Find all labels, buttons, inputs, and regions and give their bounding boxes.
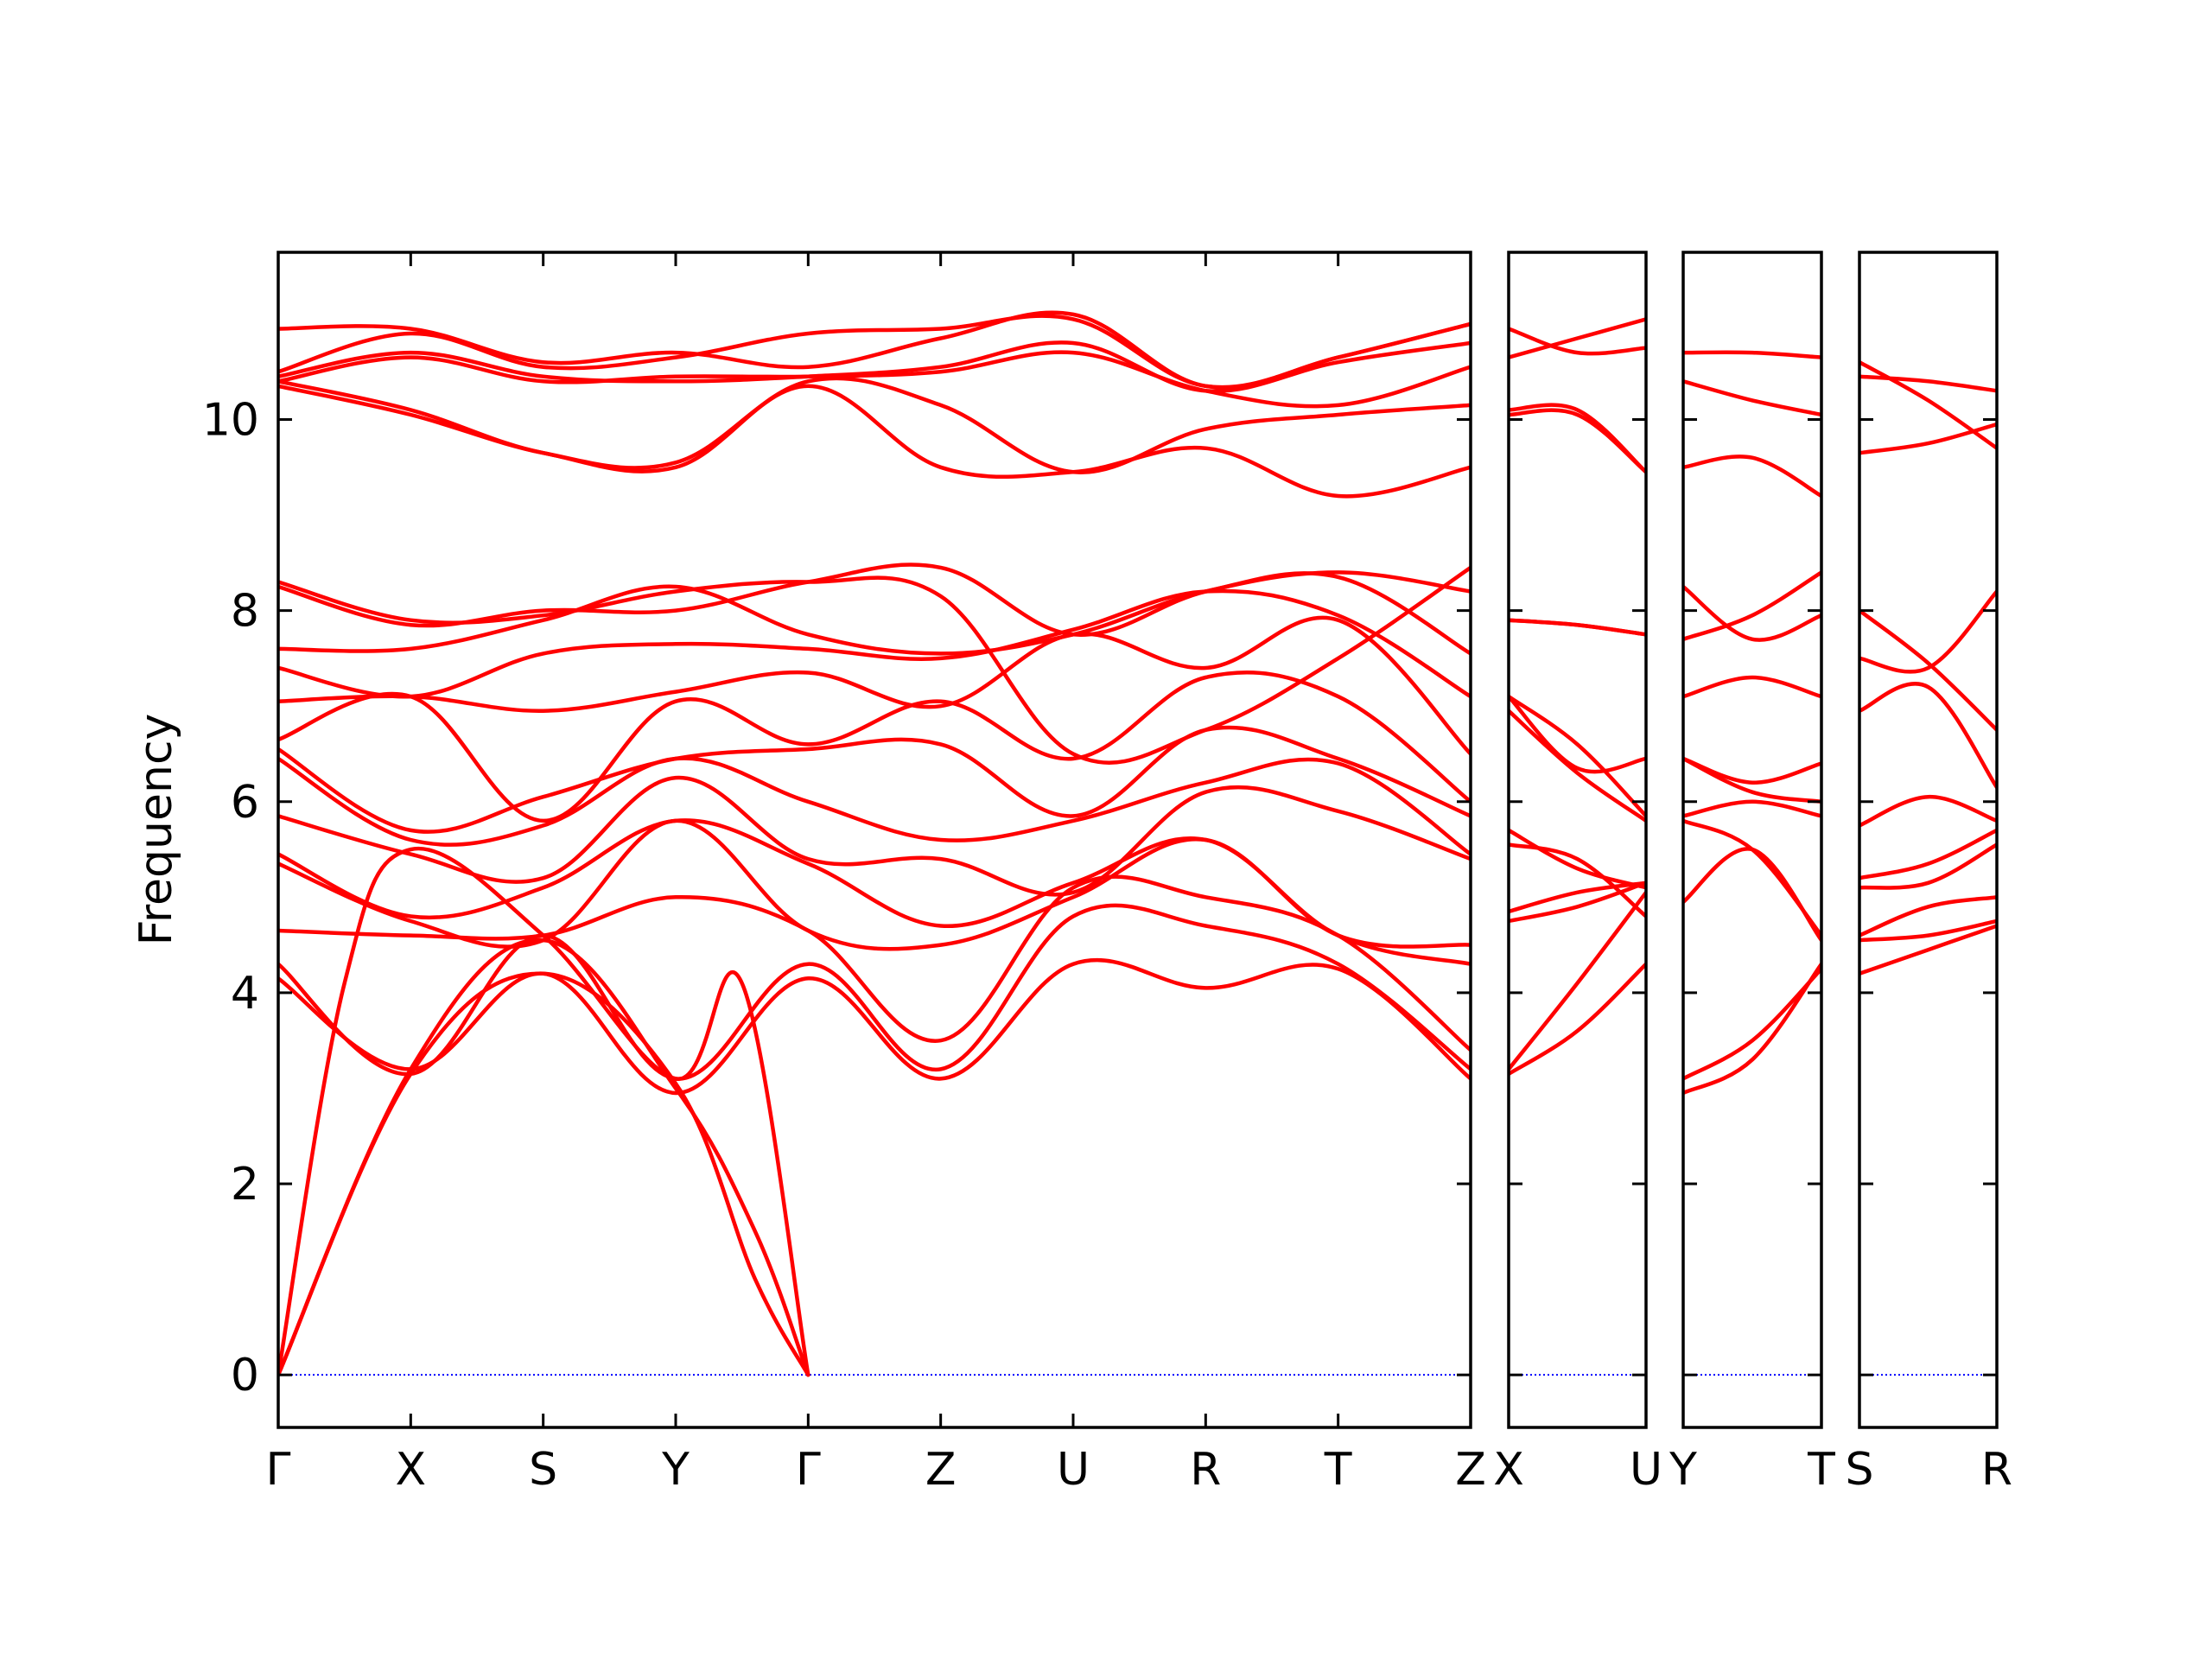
x-tick-label: Z (1455, 1444, 1486, 1496)
y-axis-label: Frequency (130, 714, 182, 946)
phonon-band-3-13 (1683, 350, 1821, 359)
band-group (278, 310, 1471, 1377)
x-tick-label: S (1845, 1444, 1873, 1496)
x-tick-label: T (1807, 1444, 1835, 1496)
phonon-band-1-3 (278, 846, 810, 1377)
phonon-band-2-14 (1509, 317, 1646, 359)
phonon-band-1-16 (278, 563, 1471, 637)
phonon-band-1-11 (278, 725, 1471, 834)
phonon-band-1-4 (278, 957, 1471, 1096)
phonon-band-3-9 (1683, 570, 1821, 642)
phonon-band-2-6 (1509, 828, 1646, 890)
phonon-band-2-13 (1509, 403, 1646, 474)
phonon-band-3-7 (1683, 756, 1821, 785)
phonon-band-4-11 (1859, 374, 1997, 393)
panel-frame (1507, 251, 1648, 1429)
phonon-band-1-19 (278, 376, 1471, 474)
phonon-band-3-5 (1683, 799, 1821, 818)
phonon-band-3-11 (1683, 454, 1821, 499)
y-tick-label: 10 (202, 394, 259, 446)
phonon-band-1-5 (278, 903, 1471, 1081)
band-group (1683, 350, 1821, 1376)
phonon-band-3-12 (1683, 379, 1821, 417)
phonon-band-1-6 (278, 874, 1471, 1052)
y-tick-label: 8 (231, 586, 259, 638)
phonon-band-1-9 (278, 775, 1471, 897)
panel-frame (276, 251, 1472, 1429)
panel-frame (1681, 251, 1823, 1429)
phonon-band-1-17 (278, 565, 1471, 765)
x-tick-label: X (396, 1444, 427, 1496)
y-tick-label: 4 (231, 968, 259, 1020)
phonon-band-1-8 (278, 818, 1471, 966)
panel-frame (1858, 251, 1999, 1429)
phonon-band-3-2 (1683, 967, 1821, 1081)
phonon-band-2-7 (1509, 709, 1646, 823)
phonon-band-4-1 (1859, 924, 1997, 976)
x-tick-label: T (1324, 1444, 1352, 1496)
phonon-band-1-14 (278, 588, 1471, 699)
phonon-band-4-7 (1859, 682, 1997, 790)
x-tick-label: Y (661, 1444, 690, 1496)
phonon-band-4-9 (1859, 608, 1997, 733)
phonon-band-1-13 (278, 615, 1471, 756)
phonon-band-2-1 (1509, 962, 1646, 1077)
x-tick-label: R (1190, 1444, 1221, 1496)
phonon-band-4-8 (1859, 589, 1997, 674)
phonon-band-2-8 (1509, 694, 1646, 818)
x-tick-label: R (1981, 1444, 2012, 1496)
phonon-band-2-11 (1509, 618, 1646, 637)
y-tick-label: 2 (231, 1159, 259, 1211)
phonon-band-2-5 (1509, 842, 1646, 918)
phonon-band-4-4 (1859, 842, 1997, 890)
phonon-band-3-10 (1683, 584, 1821, 642)
phonon-band-3-4 (1683, 818, 1821, 938)
x-tick-label: Γ (796, 1444, 821, 1496)
band-group (1509, 317, 1646, 1376)
phonon-band-2-2 (1509, 890, 1646, 1071)
phonon-band-4-10 (1859, 422, 1997, 455)
phonon-band-1-10 (278, 756, 1471, 856)
phonon-band-1-20 (278, 350, 1471, 409)
x-tick-label: S (529, 1444, 557, 1496)
phonon-band-4-5 (1859, 828, 1997, 880)
x-tick-label: U (1630, 1444, 1662, 1496)
x-tick-label: U (1057, 1444, 1090, 1496)
panel-1: Γ X S Y Γ Z U R T Z 0 2 4 6 8 10 (202, 251, 1486, 1496)
phonon-band-1-23 (278, 310, 1471, 390)
band-group (1859, 359, 1997, 1376)
phonon-band-2-9 (1509, 694, 1646, 774)
phonon-band-4-3 (1859, 895, 1997, 938)
x-tick-label: Γ (266, 1444, 291, 1496)
phonon-band-1-12 (278, 670, 1471, 823)
phonon-band-3-8 (1683, 675, 1821, 699)
x-tick-label: Z (925, 1444, 957, 1496)
phonon-band-4-12 (1859, 359, 1997, 450)
phonon-band-1-21 (278, 340, 1471, 393)
y-tick-label: 6 (231, 777, 259, 829)
phonon-band-4-2 (1859, 918, 1997, 943)
phonon-band-4-6 (1859, 794, 1997, 828)
y-tick-label: 0 (231, 1350, 259, 1402)
phonon-band-2-3 (1509, 880, 1646, 924)
x-tick-label: Y (1669, 1444, 1697, 1496)
x-tick-label: X (1493, 1444, 1524, 1496)
phonon-band-2-15 (1509, 327, 1646, 356)
